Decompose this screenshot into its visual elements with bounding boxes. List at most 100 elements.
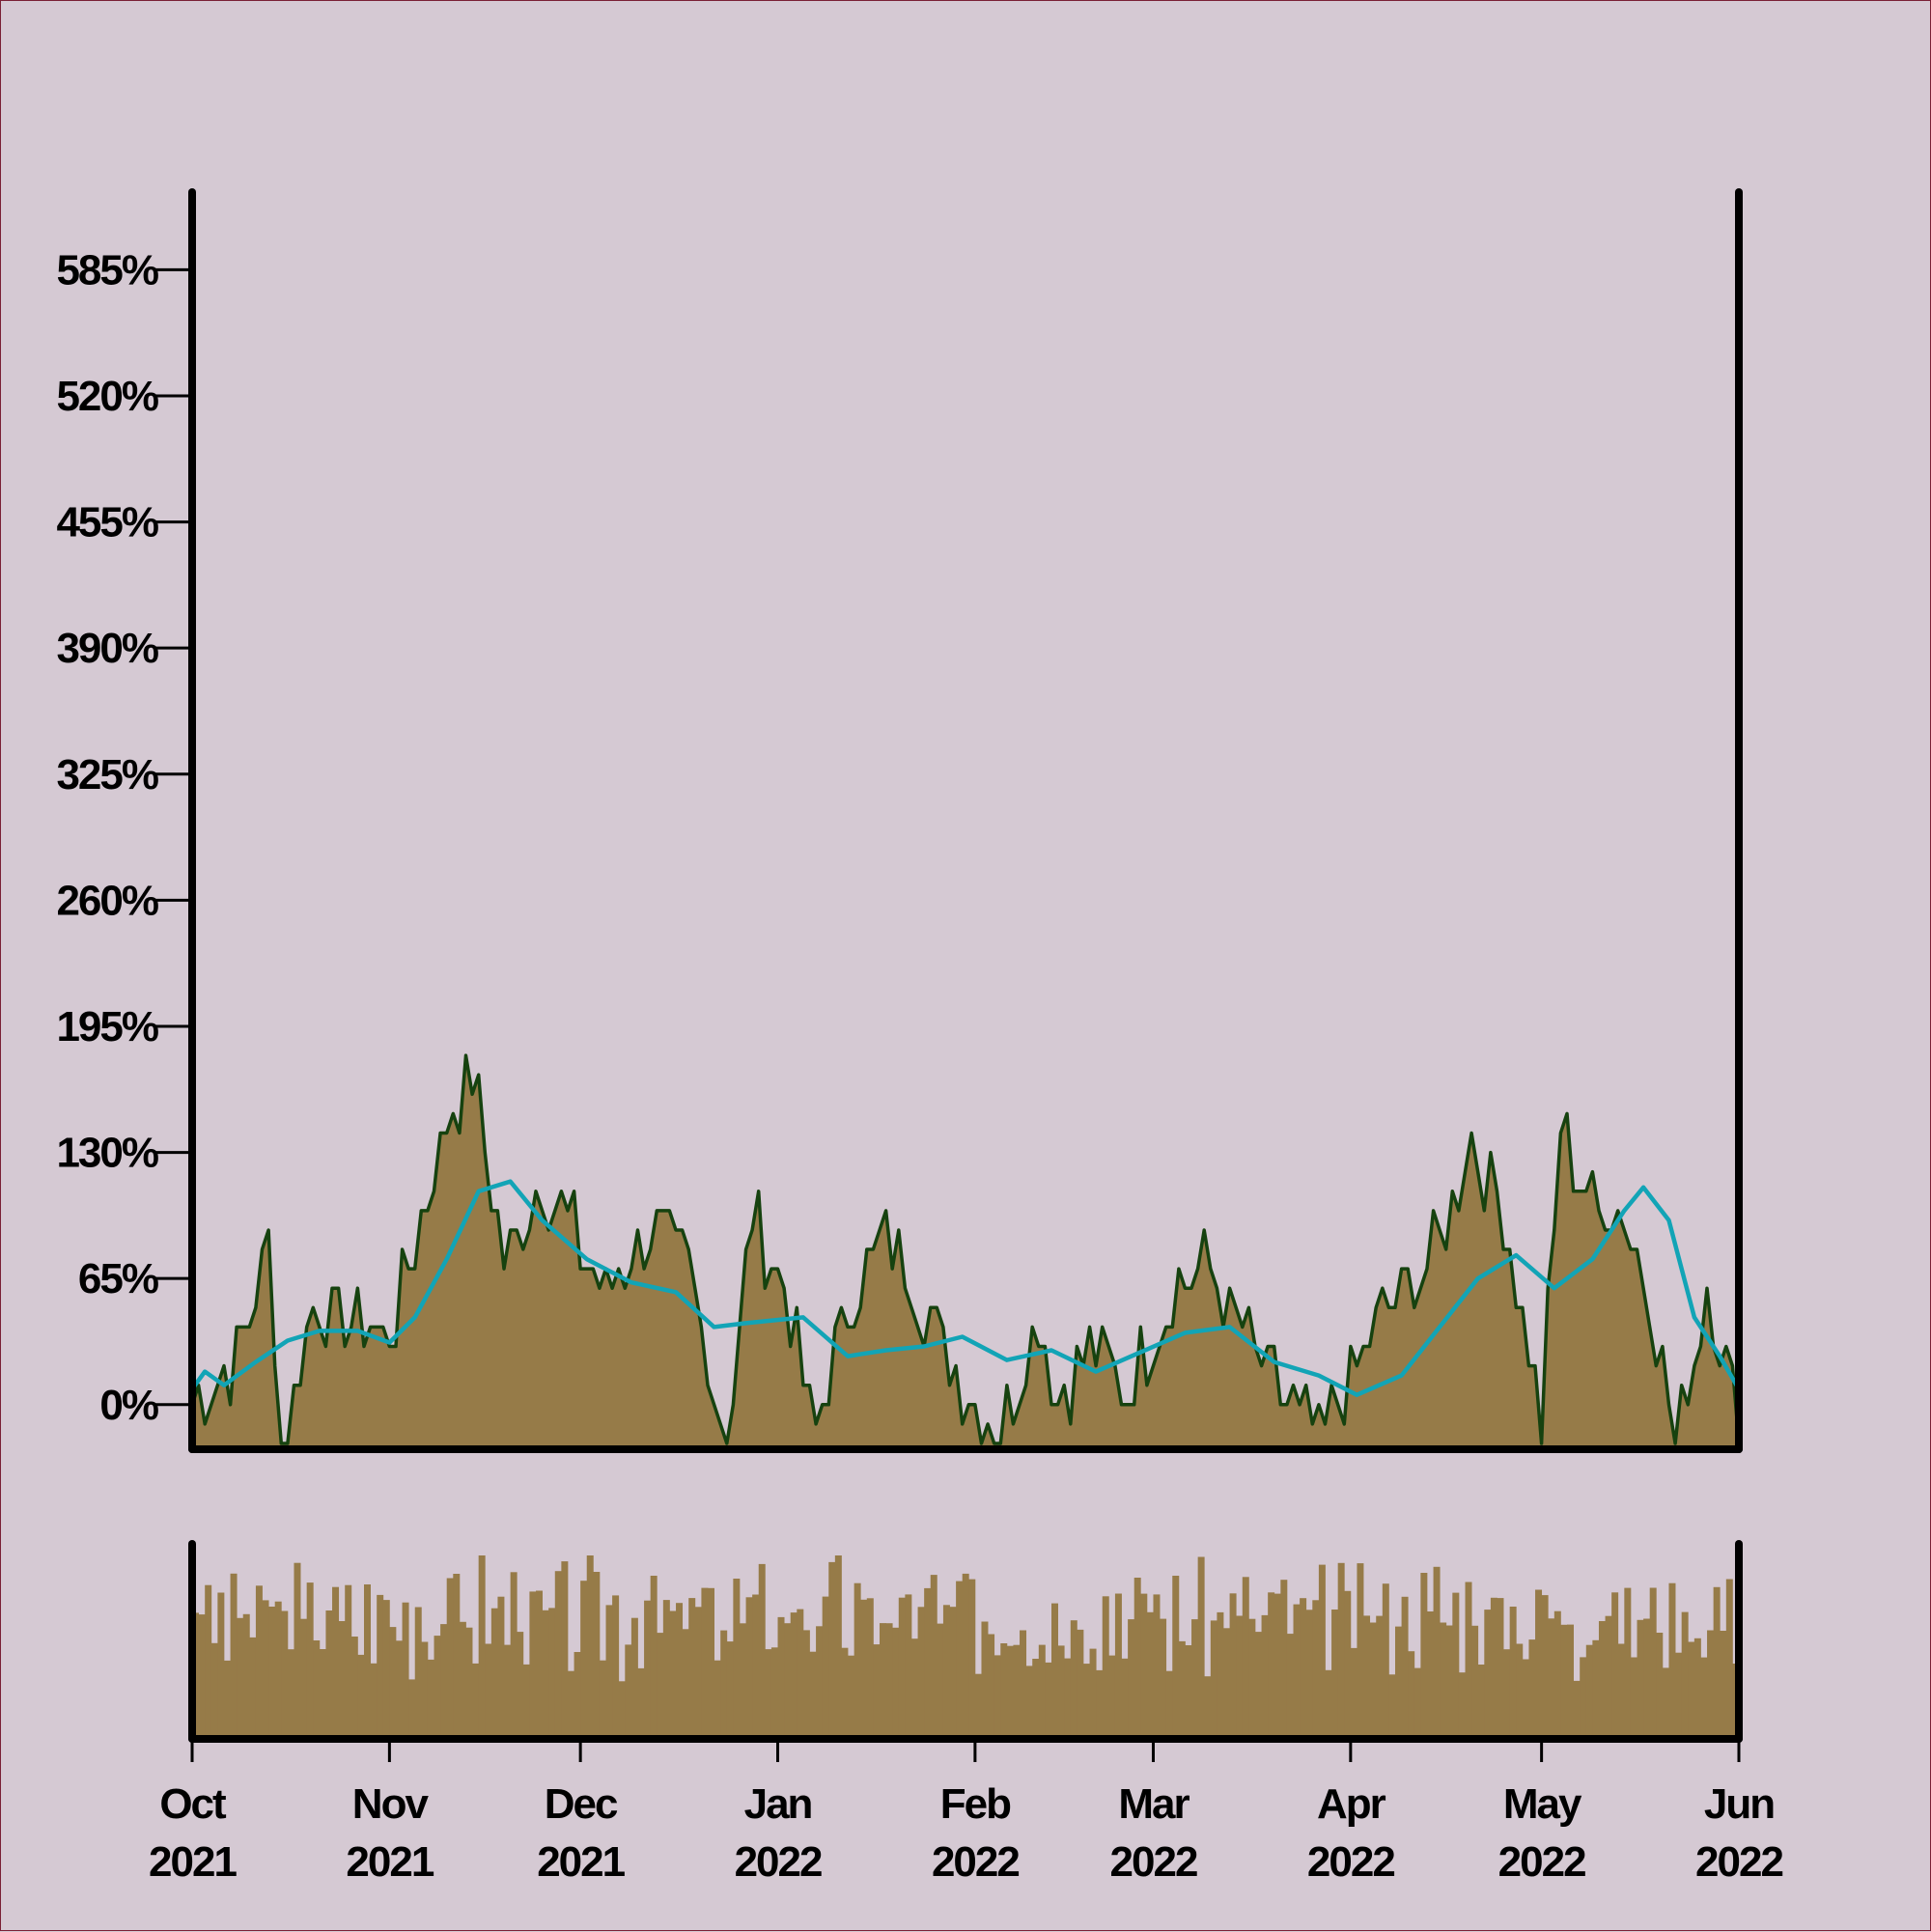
volume-bar xyxy=(981,1621,989,1739)
x-tick-label-year: 2022 xyxy=(1307,1838,1394,1886)
volume-bar xyxy=(1236,1615,1244,1739)
x-tick-label-month: Apr xyxy=(1317,1780,1386,1828)
volume-bar xyxy=(733,1579,741,1739)
volume-bar xyxy=(1318,1564,1326,1739)
volume-bar xyxy=(382,1600,390,1739)
volume-bar xyxy=(605,1605,613,1739)
volume-bar xyxy=(554,1571,562,1739)
volume-bar xyxy=(1051,1603,1058,1739)
volume-bar xyxy=(350,1637,358,1739)
volume-bar xyxy=(739,1623,746,1739)
x-tick-label-month: Dec xyxy=(545,1780,618,1828)
volume-bar xyxy=(1242,1577,1249,1739)
volume-bar xyxy=(708,1587,714,1739)
volume-bar xyxy=(676,1603,684,1739)
volume-bar xyxy=(408,1679,416,1739)
volume-bar xyxy=(332,1586,340,1739)
volume-bar xyxy=(1433,1566,1441,1739)
volume-bar xyxy=(364,1584,371,1739)
volume-bar xyxy=(402,1602,409,1739)
area-fill xyxy=(192,1055,1739,1449)
volume-bar xyxy=(1057,1645,1065,1739)
line-layer xyxy=(189,1053,1742,1445)
volume-bar xyxy=(1668,1582,1676,1739)
volume-bar xyxy=(612,1595,620,1739)
volume-bar xyxy=(1516,1643,1524,1739)
volume-bar xyxy=(834,1555,842,1739)
volume-bar xyxy=(1204,1676,1212,1739)
x-tick-label-month: Oct xyxy=(159,1780,227,1828)
x-tick-label-year: 2022 xyxy=(932,1838,1019,1886)
x-axis-ticks: Oct 2021 Nov 2021 Dec 2021 Jan 2022 Feb 2022 Mar 20… xyxy=(149,1739,1784,1886)
volume-bar xyxy=(249,1637,257,1739)
volume-bar xyxy=(816,1626,824,1739)
volume-bar xyxy=(1509,1607,1517,1739)
volume-bar xyxy=(758,1563,766,1739)
volume-bar xyxy=(898,1597,906,1739)
volume-bar xyxy=(242,1613,250,1739)
volume-bar xyxy=(1649,1587,1657,1739)
volume-bar xyxy=(421,1641,429,1739)
volume-bar xyxy=(268,1607,276,1739)
x-tick-label-year: 2022 xyxy=(735,1838,822,1886)
moving-average-line xyxy=(189,1179,1742,1397)
volume-bar xyxy=(873,1644,881,1739)
volume-bar xyxy=(1605,1615,1612,1739)
volume-bar xyxy=(472,1663,480,1739)
volume-bar xyxy=(917,1607,925,1739)
volume-bar xyxy=(770,1647,778,1739)
volume-bar xyxy=(529,1591,537,1739)
volume-bar xyxy=(1408,1651,1415,1739)
volume-bar xyxy=(459,1621,466,1739)
volume-bar xyxy=(1248,1618,1256,1739)
volume-bar xyxy=(752,1594,760,1739)
volume-bar xyxy=(465,1627,473,1739)
volume-bar xyxy=(1452,1592,1460,1739)
volume-bar xyxy=(485,1643,492,1739)
volume-bar xyxy=(910,1638,918,1739)
volume-bar xyxy=(726,1641,734,1739)
volume-bar xyxy=(313,1640,321,1739)
volume-bar xyxy=(1440,1622,1447,1739)
volume-bar xyxy=(205,1584,212,1739)
x-tick-label-month: Nov xyxy=(352,1780,430,1828)
volume-bar xyxy=(1573,1680,1581,1739)
volume-bar xyxy=(542,1610,549,1739)
volume-bar xyxy=(1630,1657,1637,1739)
volume-bar xyxy=(637,1667,645,1739)
y-tick-label: 325% xyxy=(56,751,157,798)
volume-bar xyxy=(1688,1641,1695,1739)
volume-bar xyxy=(1643,1618,1651,1739)
y-tick-label: 130% xyxy=(56,1130,157,1177)
volume-bar xyxy=(701,1587,709,1739)
volume-bar xyxy=(1585,1644,1593,1739)
volume-bar xyxy=(885,1623,893,1739)
volume-bar xyxy=(1624,1587,1632,1739)
volume-bar xyxy=(1089,1648,1097,1739)
volume-bar xyxy=(1229,1593,1237,1739)
volume-bar xyxy=(1528,1639,1536,1739)
volume-bar xyxy=(1471,1625,1479,1739)
volume-bar xyxy=(1567,1624,1574,1739)
volume-bar xyxy=(784,1623,792,1739)
volume-bar xyxy=(657,1633,664,1739)
y-tick-label: 520% xyxy=(56,373,157,420)
volume-bar xyxy=(255,1585,263,1739)
volume-bar xyxy=(1541,1595,1549,1739)
volume-bar xyxy=(1038,1644,1046,1739)
volume-bar xyxy=(306,1582,314,1739)
volume-bar xyxy=(745,1597,753,1739)
volume-bar xyxy=(345,1584,352,1739)
y-tick-label: 195% xyxy=(56,1003,157,1050)
volume-bar xyxy=(1006,1645,1014,1739)
volume-bar xyxy=(1693,1638,1701,1739)
volume-bar xyxy=(974,1673,982,1739)
volume-bar xyxy=(1376,1615,1384,1739)
volume-bar xyxy=(1286,1634,1294,1739)
volume-bar xyxy=(1160,1618,1167,1739)
volume-bar xyxy=(1020,1630,1027,1739)
volume-bar xyxy=(1357,1563,1364,1739)
volume-bar xyxy=(262,1600,269,1739)
volume-bar xyxy=(625,1644,632,1739)
x-tick-label-month: Mar xyxy=(1118,1780,1189,1828)
